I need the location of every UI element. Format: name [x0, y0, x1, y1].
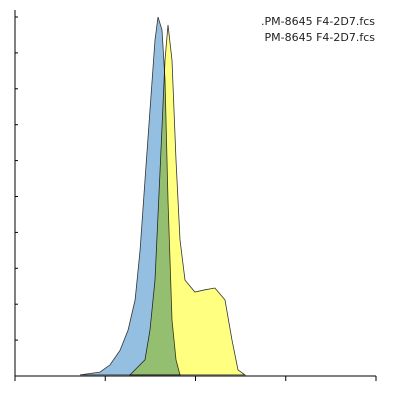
legend-entry: PM-8645 F4-2D7.fcs [265, 31, 376, 44]
histogram-area [129, 24, 247, 376]
legend-entry: .PM-8645 F4-2D7.fcs [261, 15, 375, 28]
